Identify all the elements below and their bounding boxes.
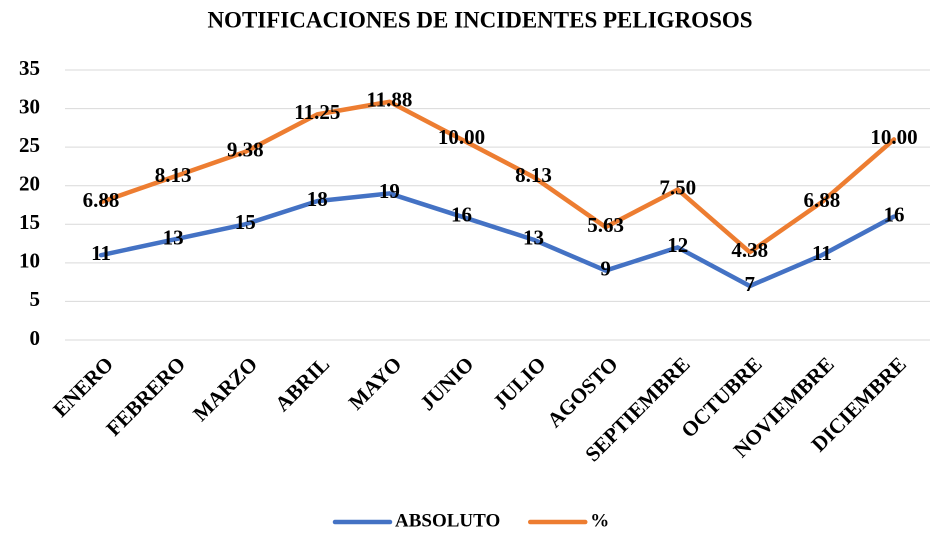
- x-tick-label: ENERO: [48, 352, 118, 422]
- x-tick-label: JUNIO: [415, 352, 478, 415]
- data-label: 15: [235, 210, 256, 234]
- x-tick-label: ABRIL: [270, 352, 334, 416]
- data-label: 7: [745, 272, 756, 296]
- data-label: 19: [379, 179, 400, 203]
- data-label: 9: [600, 256, 611, 280]
- legend-label: ABSOLUTO: [395, 510, 500, 531]
- data-label: 4.38: [731, 238, 768, 262]
- x-tick-label: FEBRERO: [101, 352, 190, 441]
- data-label: 10.00: [438, 125, 485, 149]
- y-tick-label: 5: [30, 287, 41, 311]
- data-label: 8.13: [155, 163, 192, 187]
- data-label: 8.13: [515, 163, 552, 187]
- y-tick-label: 10: [19, 249, 40, 273]
- data-label: 6.88: [83, 188, 120, 212]
- data-label: 11.25: [294, 100, 340, 124]
- chart-title: NOTIFICACIONES DE INCIDENTES PELIGROSOS: [207, 7, 752, 32]
- data-label: 18: [307, 187, 328, 211]
- data-label: 16: [451, 202, 472, 226]
- data-label: 7.50: [659, 175, 696, 199]
- y-tick-label: 15: [19, 210, 40, 234]
- data-label: 16: [883, 202, 904, 226]
- legend-label: %: [590, 510, 609, 531]
- data-label: 11: [812, 241, 832, 265]
- data-label: 6.88: [804, 188, 841, 212]
- data-label: 13: [163, 226, 184, 250]
- data-label: 13: [523, 226, 544, 250]
- data-label: 11.88: [366, 88, 412, 112]
- data-label: 9.38: [227, 138, 264, 162]
- data-label: 12: [667, 233, 688, 257]
- y-tick-label: 30: [19, 94, 40, 118]
- x-tick-label: MAYO: [344, 352, 407, 415]
- data-label: 10.00: [870, 125, 917, 149]
- line-series: [98, 191, 897, 289]
- y-tick-label: 20: [19, 172, 40, 196]
- data-label: 11: [91, 241, 111, 265]
- x-tick-label: JULIO: [488, 352, 550, 414]
- y-tick-label: 35: [19, 56, 40, 80]
- y-tick-label: 0: [30, 326, 41, 350]
- y-tick-label: 25: [19, 133, 40, 157]
- line-series: [98, 99, 897, 255]
- data-label: 5.63: [587, 213, 624, 237]
- x-tick-label: MARZO: [188, 352, 262, 426]
